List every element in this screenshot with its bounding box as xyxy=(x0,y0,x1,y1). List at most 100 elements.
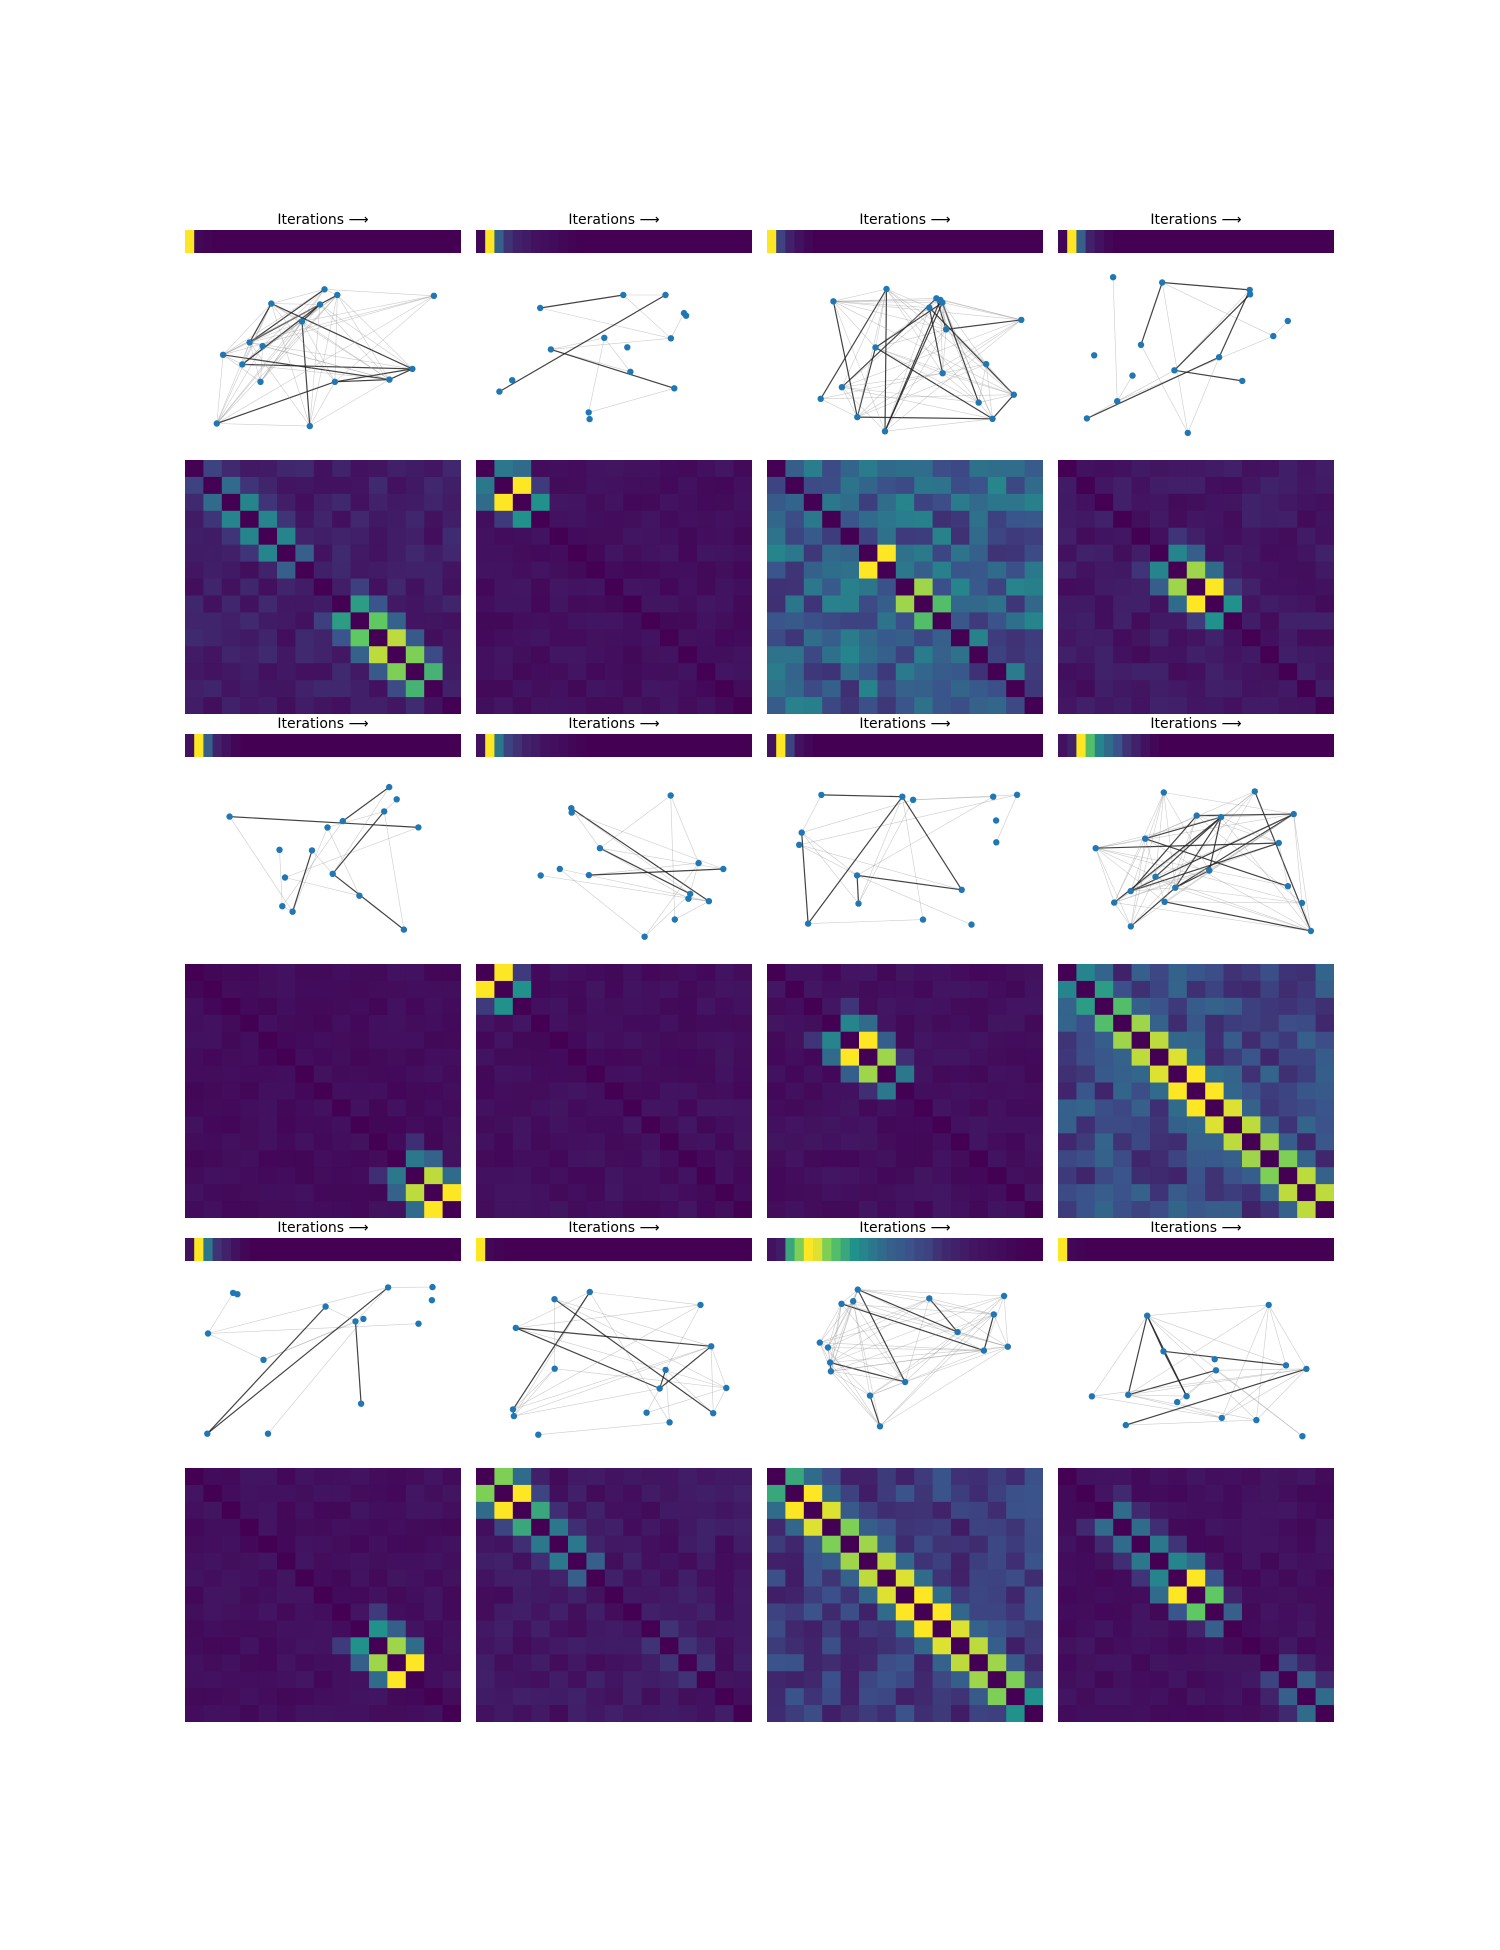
heatmap-cell xyxy=(951,1484,970,1503)
graph-edge xyxy=(1208,816,1222,871)
heatmap-cell xyxy=(641,1468,661,1486)
graph-edge xyxy=(819,1342,831,1363)
heatmap-cell xyxy=(295,629,315,647)
heatmap-cell xyxy=(494,1031,514,1050)
heatmap-cell xyxy=(185,1552,204,1571)
heatmap-cell xyxy=(822,1705,842,1722)
heatmap-cell xyxy=(767,1603,786,1621)
heatmap-cell xyxy=(678,964,698,982)
graph-edge xyxy=(1221,1365,1287,1419)
similarity-heatmap xyxy=(1058,1468,1334,1722)
graph-edge xyxy=(830,1314,994,1372)
heatmap-cell xyxy=(332,997,352,1016)
heatmap-cell xyxy=(678,1116,698,1134)
graph-edge xyxy=(512,1304,701,1410)
heatmap-cell xyxy=(733,1552,752,1571)
graph-node xyxy=(260,1356,267,1363)
heatmap-cell xyxy=(1024,997,1043,1016)
heatmap-cell xyxy=(877,1637,897,1655)
heatmap-cell xyxy=(604,1501,624,1520)
heatmap-cell xyxy=(549,510,569,529)
graph-edge xyxy=(207,1323,419,1334)
graph-node xyxy=(989,415,996,422)
heatmap-cell xyxy=(914,1167,934,1185)
heatmap-cell xyxy=(221,1031,241,1050)
heatmap-cell xyxy=(586,1569,606,1588)
graph-edge xyxy=(1221,1368,1307,1419)
iteration-strip xyxy=(767,1238,1043,1261)
heatmap-cell xyxy=(221,476,241,495)
heatmap-cell xyxy=(1113,1654,1133,1672)
heatmap-cell xyxy=(313,1167,333,1185)
heatmap-cell xyxy=(803,646,823,664)
heatmap-cell xyxy=(1205,1620,1225,1638)
heatmap-cell xyxy=(696,1116,716,1134)
heatmap-cell xyxy=(1186,1688,1206,1706)
heatmap-cell xyxy=(1186,1133,1206,1151)
heatmap-cell xyxy=(987,663,1007,681)
heatmap-cell xyxy=(568,595,587,613)
heatmap-cell xyxy=(1186,629,1206,647)
heatmap-cell xyxy=(442,964,461,982)
graph-edge xyxy=(928,1298,959,1333)
heatmap-cell xyxy=(1076,1671,1096,1689)
heatmap-cell xyxy=(240,1048,260,1067)
heatmap-cell xyxy=(332,460,352,478)
strip-cell xyxy=(396,734,407,757)
heatmap-cell xyxy=(1006,1535,1026,1554)
graph-edge xyxy=(1220,813,1294,818)
heatmap-cell xyxy=(476,561,495,580)
strip-cell xyxy=(941,734,952,757)
heatmap-cell xyxy=(1186,1031,1206,1050)
heatmap-cell xyxy=(369,544,388,563)
heatmap-cell xyxy=(1278,1082,1298,1100)
graph-node xyxy=(415,824,422,831)
heatmap-cell xyxy=(1113,1031,1133,1050)
heatmap-cell xyxy=(1168,460,1188,478)
strip-cell xyxy=(1214,1238,1225,1261)
heatmap-cell xyxy=(1168,1150,1188,1168)
heatmap-cell xyxy=(405,1620,425,1638)
strip-cell xyxy=(286,1238,296,1261)
heatmap-cell xyxy=(822,595,842,613)
heatmap-cell xyxy=(1297,460,1317,478)
heatmap-cell xyxy=(369,1082,388,1100)
heatmap-cell xyxy=(185,1201,204,1218)
heatmap-cell xyxy=(969,460,989,478)
strip-cell xyxy=(932,1238,943,1261)
graph-edge xyxy=(222,303,272,356)
graph-node xyxy=(246,339,253,346)
graph-node xyxy=(993,839,1000,846)
graph-edge xyxy=(957,1295,1005,1333)
heatmap-cell xyxy=(715,1048,735,1067)
heatmap-cell xyxy=(987,1671,1007,1689)
heatmap-cell xyxy=(932,1014,952,1033)
graph-edge xyxy=(216,342,250,424)
heatmap-cell xyxy=(1076,1705,1096,1722)
heatmap-cell xyxy=(350,1705,370,1722)
graph-edge xyxy=(857,1289,994,1315)
graph-edge xyxy=(206,1306,327,1435)
heatmap-cell xyxy=(476,697,495,714)
strip-cell xyxy=(706,230,716,253)
heatmap-cell xyxy=(387,964,407,982)
heatmap-cell xyxy=(914,1501,934,1520)
heatmap-cell xyxy=(895,595,915,613)
heatmap-cell xyxy=(623,1484,643,1503)
graph-node xyxy=(1111,899,1118,906)
heatmap-cell xyxy=(387,1014,407,1033)
heatmap-cell xyxy=(1113,1468,1133,1486)
graph-edge xyxy=(1095,848,1115,903)
strip-cell xyxy=(221,230,232,253)
heatmap-cell xyxy=(1113,663,1133,681)
strip-cell xyxy=(1094,1238,1105,1261)
graph-node xyxy=(279,903,286,910)
strip-cell xyxy=(1113,1238,1123,1261)
heatmap-cell xyxy=(969,1099,989,1117)
heatmap-cell xyxy=(1297,1184,1317,1202)
graph-edge xyxy=(540,294,624,309)
heatmap-cell xyxy=(512,1468,532,1486)
strip-cell xyxy=(868,1238,878,1261)
heatmap-cell xyxy=(840,1654,860,1672)
heatmap-cell xyxy=(623,1048,643,1067)
